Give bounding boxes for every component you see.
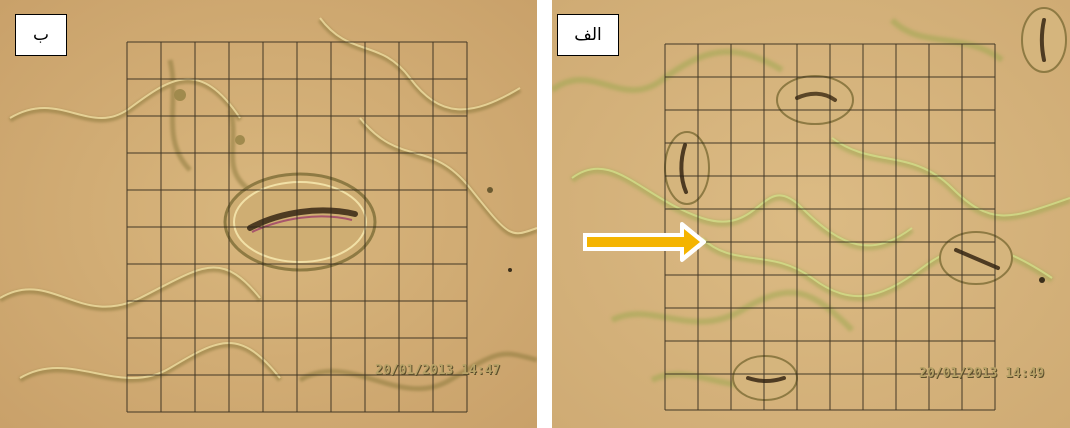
micrograph-panel-alef: الف 20/01/2013 14:49 <box>552 0 1070 428</box>
timestamp-b: 20/01/2013 14:47 <box>375 363 501 378</box>
arrow-right-icon <box>583 222 706 262</box>
panel-label-b: ب <box>15 14 67 56</box>
timestamp-alef: 20/01/2013 14:49 <box>919 366 1045 381</box>
micrograph-panel-b: ب 20/01/2013 14:47 <box>0 0 537 428</box>
micrograph-image-b <box>0 0 537 428</box>
micrograph-image-alef <box>552 0 1070 428</box>
panel-label-alef: الف <box>557 14 619 56</box>
